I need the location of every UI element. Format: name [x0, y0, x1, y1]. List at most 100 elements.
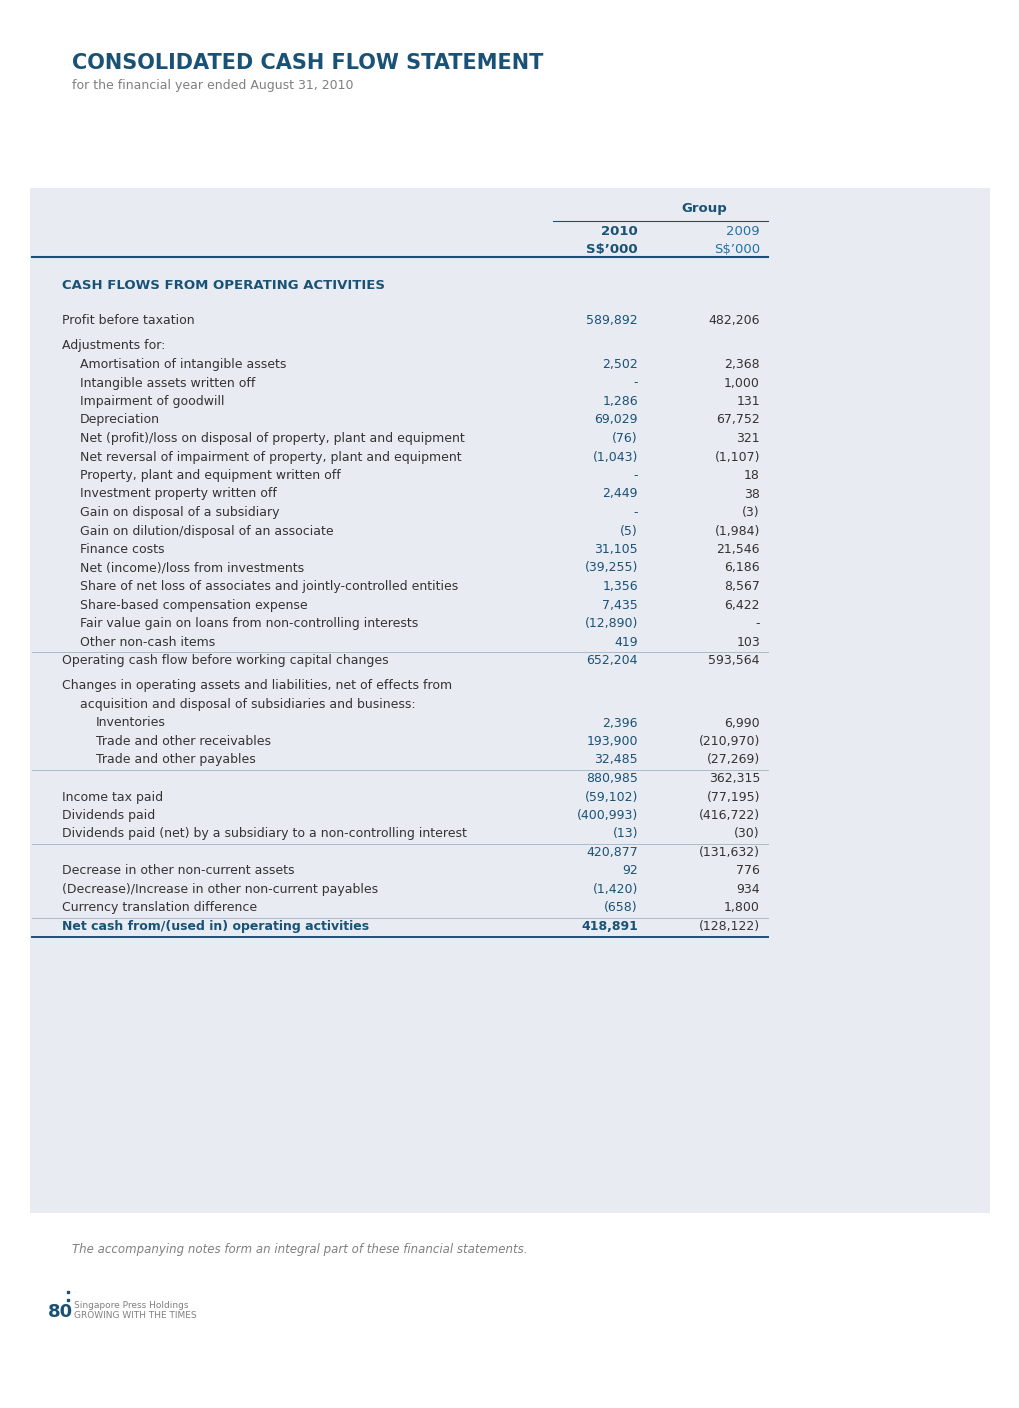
- Text: Property, plant and equipment written off: Property, plant and equipment written of…: [79, 469, 340, 482]
- Text: Decrease in other non-current assets: Decrease in other non-current assets: [62, 865, 294, 877]
- Text: CASH FLOWS FROM OPERATING ACTIVITIES: CASH FLOWS FROM OPERATING ACTIVITIES: [62, 279, 384, 291]
- Text: Profit before taxation: Profit before taxation: [62, 314, 195, 327]
- Text: S$’000: S$’000: [713, 244, 759, 256]
- Text: 6,422: 6,422: [723, 598, 759, 611]
- Text: 103: 103: [736, 635, 759, 649]
- Text: (400,993): (400,993): [576, 810, 637, 822]
- Text: -: -: [633, 469, 637, 482]
- Text: Singapore Press Holdings: Singapore Press Holdings: [74, 1301, 189, 1309]
- Bar: [30, 189, 989, 1214]
- Text: 652,204: 652,204: [586, 653, 637, 667]
- Text: 418,891: 418,891: [581, 919, 637, 934]
- Text: for the financial year ended August 31, 2010: for the financial year ended August 31, …: [72, 79, 354, 92]
- Text: Other non-cash items: Other non-cash items: [79, 635, 215, 649]
- Text: (30): (30): [734, 828, 759, 841]
- Text: Share of net loss of associates and jointly-controlled entities: Share of net loss of associates and join…: [79, 580, 458, 593]
- Text: Adjustments for:: Adjustments for:: [62, 339, 165, 352]
- Text: Trade and other receivables: Trade and other receivables: [96, 735, 271, 748]
- Text: Finance costs: Finance costs: [79, 543, 164, 556]
- Text: 934: 934: [736, 883, 759, 895]
- Text: 38: 38: [744, 487, 759, 500]
- Text: 776: 776: [736, 865, 759, 877]
- Text: GROWING WITH THE TIMES: GROWING WITH THE TIMES: [74, 1311, 197, 1321]
- Text: 2,502: 2,502: [601, 358, 637, 370]
- Text: 131: 131: [736, 396, 759, 408]
- Text: 1,000: 1,000: [723, 376, 759, 390]
- Text: (1,420): (1,420): [592, 883, 637, 895]
- Text: Impairment of goodwill: Impairment of goodwill: [79, 396, 224, 408]
- Text: Depreciation: Depreciation: [79, 414, 160, 427]
- Text: 6,990: 6,990: [723, 717, 759, 729]
- Text: 593,564: 593,564: [708, 653, 759, 667]
- Text: (27,269): (27,269): [706, 753, 759, 766]
- Text: -: -: [755, 617, 759, 629]
- Text: 482,206: 482,206: [708, 314, 759, 327]
- Text: 21,546: 21,546: [715, 543, 759, 556]
- Text: (128,122): (128,122): [698, 919, 759, 934]
- Text: Gain on dilution/disposal of an associate: Gain on dilution/disposal of an associat…: [79, 525, 333, 538]
- Text: (12,890): (12,890): [584, 617, 637, 629]
- Text: -: -: [633, 505, 637, 520]
- Text: (3): (3): [742, 505, 759, 520]
- Text: 6,186: 6,186: [723, 562, 759, 574]
- Text: Net cash from/(used in) operating activities: Net cash from/(used in) operating activi…: [62, 919, 369, 934]
- Text: (1,107): (1,107): [713, 451, 759, 463]
- Text: Net (income)/loss from investments: Net (income)/loss from investments: [79, 562, 304, 574]
- Text: Investment property written off: Investment property written off: [79, 487, 276, 500]
- Text: 589,892: 589,892: [586, 314, 637, 327]
- Text: 80: 80: [48, 1302, 73, 1321]
- Text: (39,255): (39,255): [584, 562, 637, 574]
- Text: Income tax paid: Income tax paid: [62, 790, 163, 804]
- Text: Dividends paid (net) by a subsidiary to a non-controlling interest: Dividends paid (net) by a subsidiary to …: [62, 828, 467, 841]
- Text: 67,752: 67,752: [715, 414, 759, 427]
- Text: 419: 419: [613, 635, 637, 649]
- Text: 193,900: 193,900: [586, 735, 637, 748]
- Text: -: -: [633, 376, 637, 390]
- Text: CONSOLIDATED CASH FLOW STATEMENT: CONSOLIDATED CASH FLOW STATEMENT: [72, 54, 543, 73]
- Text: (77,195): (77,195): [706, 790, 759, 804]
- Text: Gain on disposal of a subsidiary: Gain on disposal of a subsidiary: [79, 505, 279, 520]
- Text: 32,485: 32,485: [594, 753, 637, 766]
- Text: Operating cash flow before working capital changes: Operating cash flow before working capit…: [62, 653, 388, 667]
- Text: Group: Group: [681, 201, 727, 215]
- Text: acquisition and disposal of subsidiaries and business:: acquisition and disposal of subsidiaries…: [79, 698, 415, 711]
- Text: Net reversal of impairment of property, plant and equipment: Net reversal of impairment of property, …: [79, 451, 462, 463]
- Text: 2009: 2009: [726, 225, 759, 238]
- Text: (5): (5): [620, 525, 637, 538]
- Text: (416,722): (416,722): [698, 810, 759, 822]
- Text: 321: 321: [736, 432, 759, 445]
- Text: 7,435: 7,435: [601, 598, 637, 611]
- Text: 1,356: 1,356: [602, 580, 637, 593]
- Text: (210,970): (210,970): [698, 735, 759, 748]
- Text: 2,368: 2,368: [723, 358, 759, 370]
- Text: 2010: 2010: [600, 225, 637, 238]
- Text: The accompanying notes form an integral part of these financial statements.: The accompanying notes form an integral …: [72, 1243, 527, 1256]
- Text: 69,029: 69,029: [594, 414, 637, 427]
- Text: Inventories: Inventories: [96, 717, 166, 729]
- Text: 880,985: 880,985: [586, 772, 637, 786]
- Text: Amortisation of intangible assets: Amortisation of intangible assets: [79, 358, 286, 370]
- Text: Dividends paid: Dividends paid: [62, 810, 155, 822]
- Text: 8,567: 8,567: [723, 580, 759, 593]
- Text: 362,315: 362,315: [708, 772, 759, 786]
- Text: 92: 92: [622, 865, 637, 877]
- Text: 31,105: 31,105: [594, 543, 637, 556]
- Text: Share-based compensation expense: Share-based compensation expense: [79, 598, 308, 611]
- Text: (13): (13): [611, 828, 637, 841]
- Text: 1,800: 1,800: [723, 901, 759, 915]
- Text: 18: 18: [744, 469, 759, 482]
- Text: Changes in operating assets and liabilities, net of effects from: Changes in operating assets and liabilit…: [62, 680, 451, 693]
- Text: (658): (658): [604, 901, 637, 915]
- Text: Net (profit)/loss on disposal of property, plant and equipment: Net (profit)/loss on disposal of propert…: [79, 432, 465, 445]
- Text: Currency translation difference: Currency translation difference: [62, 901, 257, 915]
- Text: Intangible assets written off: Intangible assets written off: [79, 376, 255, 390]
- Text: Trade and other payables: Trade and other payables: [96, 753, 256, 766]
- Text: 420,877: 420,877: [586, 846, 637, 859]
- Text: (Decrease)/Increase in other non-current payables: (Decrease)/Increase in other non-current…: [62, 883, 378, 895]
- Text: (131,632): (131,632): [698, 846, 759, 859]
- Text: 2,449: 2,449: [602, 487, 637, 500]
- Text: (59,102): (59,102): [584, 790, 637, 804]
- Text: Fair value gain on loans from non-controlling interests: Fair value gain on loans from non-contro…: [79, 617, 418, 629]
- Text: (1,043): (1,043): [592, 451, 637, 463]
- Text: S$’000: S$’000: [586, 244, 637, 256]
